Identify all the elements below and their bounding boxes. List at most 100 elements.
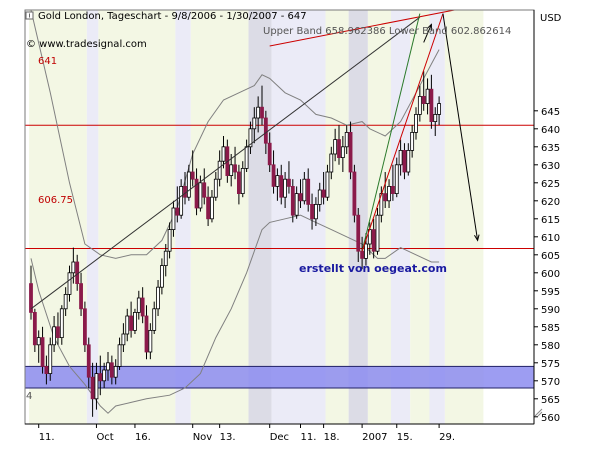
- candle: [148, 323, 153, 360]
- candle-body: [375, 214, 380, 252]
- candle-body: [387, 185, 391, 202]
- candle-body: [337, 139, 341, 159]
- candle-body: [52, 326, 56, 346]
- candle: [113, 359, 118, 385]
- shade-column-purple: [175, 10, 191, 424]
- candle: [98, 355, 103, 396]
- y-tick-label: 630: [541, 161, 560, 172]
- x-tick-label: 16.: [135, 432, 151, 443]
- resize-grip-icon[interactable]: [534, 408, 543, 417]
- candle-body: [59, 308, 64, 338]
- candle-body: [233, 164, 237, 173]
- y-tick-label: 590: [541, 305, 560, 316]
- y-tick-label: 585: [541, 323, 560, 334]
- level-606-label: 606.75: [38, 195, 73, 206]
- candle-body: [113, 365, 118, 378]
- x-tick-label: 2007: [362, 432, 387, 443]
- candle-body: [310, 203, 314, 220]
- candle-body: [159, 265, 164, 288]
- y-tick-label: 635: [541, 143, 560, 154]
- candle-body: [217, 160, 222, 180]
- candle: [202, 168, 207, 205]
- candle-body: [317, 189, 322, 205]
- y-tick-label: 610: [541, 233, 560, 244]
- candle: [159, 258, 164, 295]
- x-tick-label: 11.: [301, 432, 317, 443]
- candle-body: [333, 139, 338, 155]
- shade-column-green: [444, 10, 484, 424]
- candle: [298, 179, 303, 208]
- candle-body: [398, 149, 403, 166]
- candle-body: [321, 189, 326, 198]
- projection-arrow-shaft: [423, 24, 432, 43]
- candle-body: [283, 178, 288, 198]
- candle: [52, 316, 56, 352]
- candle: [210, 190, 214, 223]
- candle-body: [402, 149, 407, 173]
- candle: [410, 125, 415, 158]
- wedge-lower-line: [361, 13, 444, 252]
- candle-body: [356, 214, 361, 252]
- candle-body: [406, 149, 411, 173]
- candle-body: [83, 308, 87, 346]
- candle-body: [313, 203, 318, 220]
- candle: [229, 154, 234, 187]
- shade-column-purple: [86, 10, 99, 424]
- candle-body: [360, 250, 365, 259]
- candle-body: [256, 106, 261, 119]
- candle-body: [210, 196, 214, 220]
- candle: [79, 272, 83, 316]
- candle-body: [40, 337, 45, 367]
- candle-body: [171, 207, 176, 231]
- candle: [48, 337, 53, 381]
- candle-body: [36, 337, 41, 346]
- candle-body: [421, 96, 426, 105]
- y-axis-ticks: 560 565 570 575 580 585 590 595 600 605 610 615 620 6…: [534, 107, 560, 424]
- candle-body: [71, 261, 76, 274]
- candle-body: [144, 315, 149, 353]
- y-tick-label: 605: [541, 251, 560, 262]
- candle: [340, 136, 345, 172]
- candle: [256, 96, 261, 133]
- candle: [433, 107, 438, 136]
- candle-body: [94, 373, 99, 400]
- candle-body: [244, 146, 249, 169]
- candle-body: [394, 164, 399, 195]
- candle-body: [260, 106, 264, 119]
- candle: [283, 172, 288, 208]
- candle: [290, 179, 295, 223]
- candle-body: [425, 88, 430, 104]
- candle: [59, 305, 64, 345]
- candle-body: [417, 96, 422, 115]
- candle: [144, 305, 149, 360]
- drawn-trendlines: [30, 9, 480, 310]
- candle-body: [248, 128, 253, 148]
- wedge-upper-line: [361, 13, 421, 252]
- bollinger-lower-line: [30, 214, 440, 414]
- candle: [321, 172, 326, 205]
- candle-body: [86, 344, 91, 378]
- x-tick-label: 11.: [39, 432, 55, 443]
- candle: [248, 121, 253, 154]
- candle: [267, 132, 272, 172]
- candle: [106, 352, 110, 381]
- candle: [156, 280, 160, 316]
- candle-body: [267, 142, 272, 166]
- candle: [67, 265, 72, 302]
- candle-body: [63, 293, 68, 310]
- shade-column-grey: [248, 10, 272, 424]
- candle-body: [252, 117, 257, 130]
- rising-trend-line: [30, 16, 421, 310]
- candle-body: [410, 131, 415, 151]
- y-tick-label: 575: [541, 359, 560, 370]
- candle-body: [263, 117, 268, 144]
- candle-body: [306, 178, 311, 205]
- shade-column-green: [325, 10, 349, 424]
- candle-body: [229, 164, 234, 177]
- candle: [171, 200, 176, 237]
- candle: [133, 308, 137, 334]
- candle-body: [152, 308, 157, 331]
- candle: [179, 179, 184, 219]
- y-tick-label: 595: [541, 287, 560, 298]
- candle-body: [148, 329, 153, 353]
